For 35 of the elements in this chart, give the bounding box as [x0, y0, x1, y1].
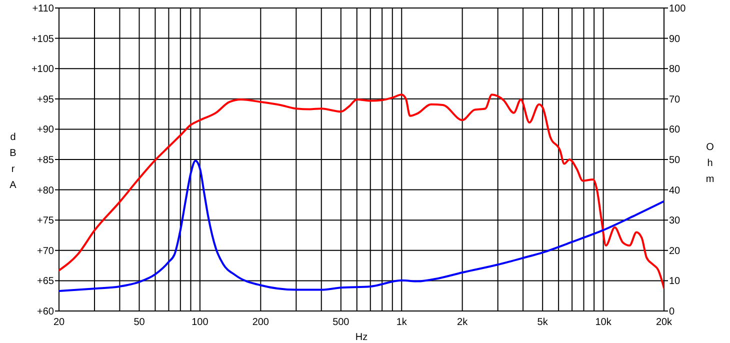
y-tick-label: +80 — [37, 185, 54, 196]
y-tick-label: +105 — [31, 34, 54, 45]
x-tick-label: 1k — [396, 317, 408, 328]
y-tick-label: +65 — [37, 276, 54, 288]
y2-tick-label: 30 — [669, 216, 681, 227]
y2-tick-label: 0 — [669, 306, 675, 318]
x-tick-label: 5k — [537, 317, 549, 328]
y-tick-label: +85 — [37, 155, 54, 166]
x-tick-label: 2k — [457, 317, 469, 328]
y-tick-label: +90 — [37, 124, 54, 136]
y2-tick-label: 20 — [669, 246, 681, 257]
y2-tick-label: 50 — [669, 155, 681, 166]
y-tick-label: +95 — [37, 94, 54, 106]
x-tick-label: 20 — [53, 317, 65, 328]
x-tick-label: 500 — [332, 317, 350, 328]
y2-tick-label: 100 — [669, 4, 686, 14]
x-tick-label: 10k — [595, 317, 612, 328]
x-axis-title: Hz — [355, 332, 368, 343]
x-tick-label: 200 — [252, 317, 270, 328]
y2-tick-label: 90 — [669, 34, 681, 45]
y-tick-label: +110 — [32, 4, 54, 14]
x-tick-label: 50 — [134, 317, 146, 328]
y-tick-label: +75 — [37, 216, 54, 227]
x-tick-label: 100 — [192, 317, 209, 328]
y-tick-label: +70 — [37, 246, 54, 257]
y2-tick-label: 60 — [669, 124, 681, 136]
y2-tick-label: 80 — [669, 64, 681, 76]
x-tick-label: 20k — [656, 317, 674, 328]
y2-axis-title: Ohm — [706, 142, 714, 185]
y-tick-label: +100 — [31, 64, 54, 76]
y-axis-title: dBrA — [10, 132, 17, 191]
y2-tick-label: 40 — [669, 185, 681, 196]
y2-tick-label: 10 — [669, 276, 681, 288]
y-tick-label: +60 — [37, 306, 54, 318]
y2-tick-label: 70 — [669, 94, 681, 106]
